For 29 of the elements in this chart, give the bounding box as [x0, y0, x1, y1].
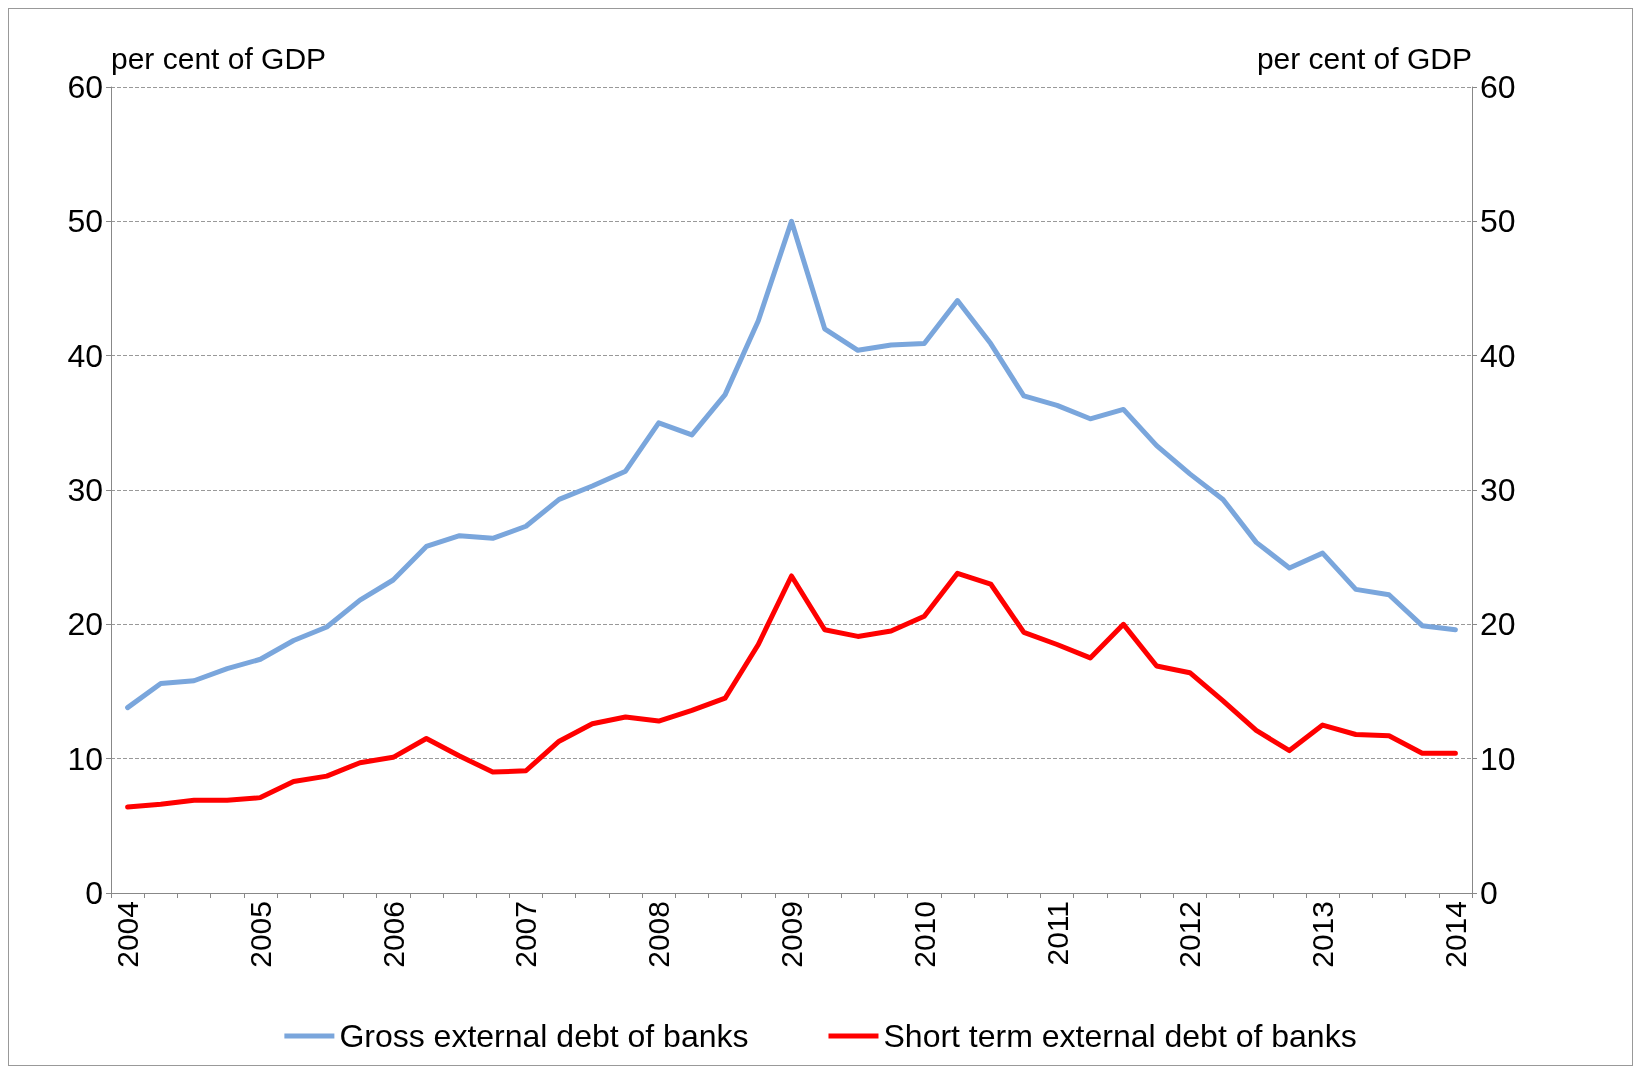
y2-tick-label: 20: [1480, 606, 1516, 643]
x-tick-label: 2004: [111, 901, 145, 968]
y2-tick-label: 0: [1480, 875, 1498, 911]
x-tick-label: 2011: [1040, 901, 1074, 966]
x-tick-label: 2010: [907, 901, 941, 968]
y-tick-label: 50: [67, 203, 103, 240]
x-tick-label: 2008: [642, 901, 676, 968]
x-tick-label: 2007: [509, 901, 543, 968]
x-tick-label: 2005: [243, 901, 277, 968]
y2-tick-label: 30: [1480, 472, 1516, 508]
x-tick-label: 2014: [1438, 901, 1472, 968]
x-tick-label: 2009: [775, 901, 808, 968]
y-tick-label: 30: [67, 472, 103, 508]
y2-axis-title: per cent of GDP: [1256, 41, 1472, 75]
y2-tick-label: 60: [1480, 69, 1516, 105]
y-tick-label: 10: [67, 740, 103, 777]
y2-tick-label: 40: [1480, 337, 1516, 374]
x-tick-label: 2012: [1173, 901, 1207, 968]
x-tick-label: 2006: [376, 901, 410, 968]
y-axis-title: per cent of GDP: [111, 41, 327, 75]
y-tick-label: 40: [67, 337, 103, 374]
x-tick-label: 2013: [1306, 901, 1340, 968]
legend-label: Gross external debt of banks: [339, 1018, 749, 1054]
y-tick-label: 0: [85, 875, 103, 911]
y2-tick-label: 50: [1480, 203, 1516, 240]
y-tick-label: 60: [67, 69, 103, 105]
legend-label: Short term external debt of banks: [883, 1018, 1357, 1054]
y2-tick-label: 10: [1480, 740, 1516, 777]
y-tick-label: 20: [67, 606, 103, 643]
